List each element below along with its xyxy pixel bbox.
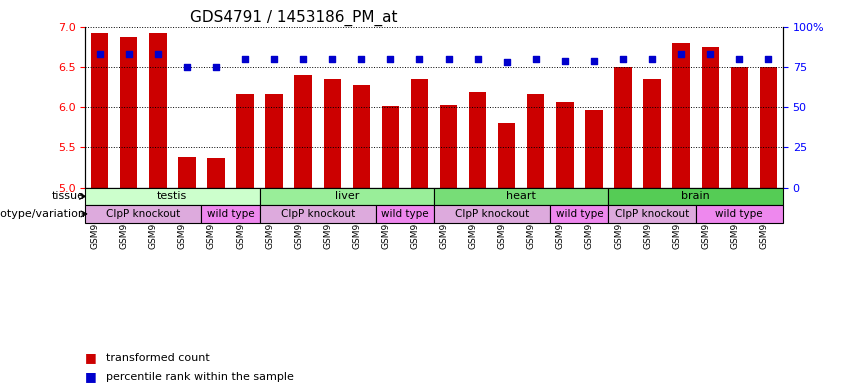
Bar: [557, 102, 574, 187]
Text: wild type: wild type: [207, 209, 254, 219]
Bar: [237, 94, 254, 187]
Bar: [527, 94, 545, 187]
Bar: [294, 75, 311, 187]
Text: liver: liver: [334, 191, 359, 201]
Bar: [149, 33, 167, 187]
Point: [587, 58, 601, 64]
Bar: [672, 43, 690, 187]
Point: [704, 51, 717, 57]
FancyBboxPatch shape: [434, 187, 608, 205]
FancyBboxPatch shape: [434, 205, 551, 223]
FancyBboxPatch shape: [696, 205, 783, 223]
Bar: [498, 123, 516, 187]
Text: wild type: wild type: [556, 209, 603, 219]
Point: [442, 56, 455, 62]
Bar: [760, 67, 777, 187]
Bar: [469, 92, 487, 187]
Text: wild type: wild type: [381, 209, 429, 219]
Point: [674, 51, 688, 57]
Bar: [178, 157, 196, 187]
FancyBboxPatch shape: [202, 205, 260, 223]
Bar: [381, 106, 399, 187]
Point: [733, 56, 746, 62]
Point: [616, 56, 630, 62]
FancyBboxPatch shape: [551, 205, 608, 223]
FancyBboxPatch shape: [608, 205, 696, 223]
Text: heart: heart: [506, 191, 536, 201]
Point: [238, 56, 252, 62]
FancyBboxPatch shape: [85, 205, 202, 223]
Text: ClpP knockout: ClpP knockout: [281, 209, 355, 219]
Bar: [440, 105, 457, 187]
Text: percentile rank within the sample: percentile rank within the sample: [106, 372, 294, 382]
Bar: [208, 158, 225, 187]
Point: [267, 56, 281, 62]
Point: [325, 56, 339, 62]
Text: ■: ■: [85, 370, 97, 383]
Bar: [91, 33, 108, 187]
Bar: [614, 67, 631, 187]
Bar: [323, 79, 341, 187]
Point: [645, 56, 659, 62]
Bar: [120, 36, 138, 187]
Bar: [266, 94, 283, 187]
Point: [471, 56, 484, 62]
FancyBboxPatch shape: [260, 187, 434, 205]
Text: ClpP knockout: ClpP knockout: [106, 209, 180, 219]
Point: [209, 64, 223, 70]
FancyBboxPatch shape: [260, 205, 376, 223]
FancyBboxPatch shape: [608, 187, 783, 205]
Text: ClpP knockout: ClpP knockout: [455, 209, 529, 219]
Text: ■: ■: [85, 351, 97, 364]
Text: tissue: tissue: [52, 191, 85, 201]
Text: GDS4791 / 1453186_PM_at: GDS4791 / 1453186_PM_at: [190, 9, 397, 25]
Text: genotype/variation: genotype/variation: [0, 209, 85, 219]
Point: [180, 64, 194, 70]
Point: [500, 59, 513, 65]
Point: [762, 56, 775, 62]
Point: [151, 51, 164, 57]
Bar: [701, 47, 719, 187]
Bar: [352, 85, 370, 187]
Text: transformed count: transformed count: [106, 353, 210, 363]
Point: [93, 51, 106, 57]
Bar: [585, 111, 603, 187]
Point: [355, 56, 368, 62]
Point: [296, 56, 310, 62]
FancyBboxPatch shape: [85, 187, 260, 205]
Point: [122, 51, 135, 57]
Point: [529, 56, 543, 62]
Bar: [643, 79, 660, 187]
Text: testis: testis: [157, 191, 187, 201]
Point: [384, 56, 397, 62]
Point: [413, 56, 426, 62]
Point: [558, 58, 572, 64]
Bar: [411, 79, 428, 187]
Text: brain: brain: [682, 191, 710, 201]
Text: wild type: wild type: [716, 209, 763, 219]
Bar: [730, 67, 748, 187]
FancyBboxPatch shape: [376, 205, 434, 223]
Text: ClpP knockout: ClpP knockout: [615, 209, 689, 219]
